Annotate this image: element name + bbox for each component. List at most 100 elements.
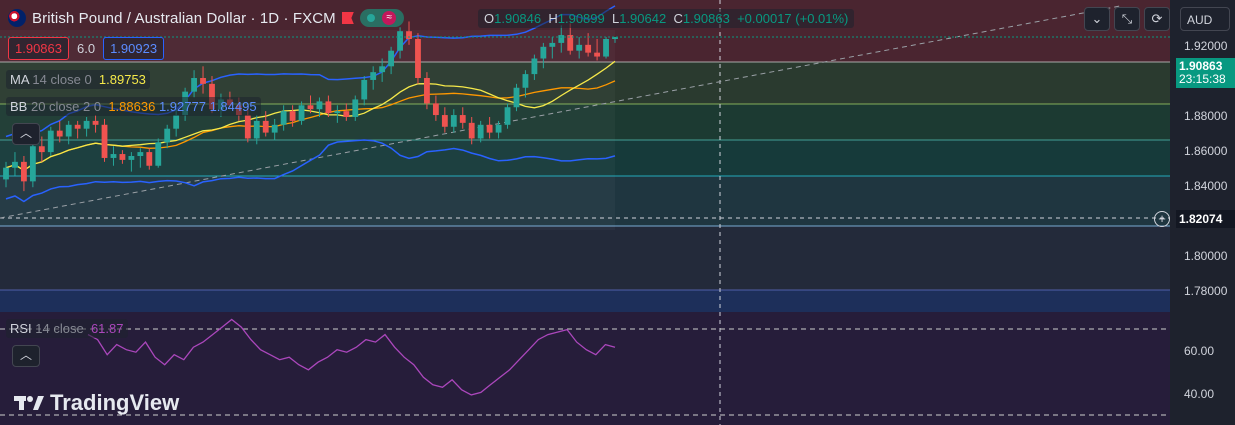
candle	[128, 156, 135, 160]
tradingview-logo[interactable]: TradingView	[14, 390, 179, 416]
candle	[334, 111, 341, 114]
candle	[477, 124, 484, 139]
flag-marker-icon[interactable]	[341, 12, 354, 24]
candle	[424, 78, 430, 104]
gbp-flag-icon	[8, 9, 26, 27]
chevron-up-icon: ︿	[19, 126, 32, 140]
low-value: 1.90642	[619, 11, 667, 26]
bar-countdown: 23:15:38	[1179, 72, 1226, 86]
candle	[325, 101, 332, 114]
candle	[65, 124, 72, 137]
candle	[110, 154, 117, 158]
currency-select[interactable]: AUD	[1180, 7, 1230, 31]
candle	[253, 120, 260, 139]
candle	[146, 152, 153, 166]
rsi-value: 61.87	[90, 321, 124, 336]
candle	[191, 78, 197, 92]
symbol-title: British Pound / Australian Dollar · 1D ·…	[32, 9, 336, 27]
collapse-legend-button[interactable]: ︿	[12, 123, 40, 145]
candle	[594, 52, 600, 57]
candle	[576, 44, 583, 51]
candle	[441, 115, 448, 127]
candle	[155, 142, 162, 166]
candle	[495, 124, 502, 133]
price-tick: 1.86000	[1184, 144, 1228, 158]
support-zone	[0, 290, 1170, 312]
candle	[540, 46, 547, 59]
high-value: 1.90899	[557, 11, 605, 26]
candle	[567, 35, 574, 51]
candle	[47, 130, 54, 153]
candle	[92, 120, 99, 125]
candle	[388, 50, 395, 67]
bb-basis-value: 1.88636	[108, 99, 156, 114]
wave-icon: ≈	[382, 11, 397, 25]
price-tick: 1.92000	[1184, 39, 1228, 53]
candle	[12, 161, 18, 168]
candle	[209, 83, 215, 110]
rsi-tick: 40.00	[1184, 387, 1215, 401]
spread-value: 6.0	[77, 41, 96, 56]
candle	[549, 42, 556, 47]
refresh-button[interactable]: ⟳	[1144, 7, 1170, 31]
chevron-down-icon: ⌄	[1091, 11, 1103, 26]
chevron-down-button[interactable]: ⌄	[1084, 7, 1110, 31]
rsi-line	[87, 318, 616, 396]
last-price-value: 1.90863	[1179, 59, 1223, 73]
trade-panel: 1.90863 6.0 1.90923	[8, 37, 165, 60]
rsi-tick: 60.00	[1184, 344, 1215, 358]
candle	[38, 146, 45, 153]
price-tick: 1.88000	[1184, 109, 1228, 123]
candle	[271, 124, 278, 133]
ma-legend[interactable]: MA 14 close 0 1.89753	[6, 70, 150, 89]
rsi-panel	[0, 312, 1170, 425]
candle	[289, 111, 296, 121]
candle	[164, 128, 171, 143]
buy-button[interactable]: 1.90923	[103, 37, 165, 60]
candle	[361, 79, 368, 100]
candle	[244, 115, 251, 139]
candle	[262, 120, 269, 133]
close-value: 1.90863	[682, 11, 730, 26]
ma-value: 1.89753	[98, 72, 146, 87]
chevron-up-icon: ︿	[19, 348, 32, 362]
sell-button[interactable]: 1.90863	[8, 37, 69, 60]
candle	[585, 44, 592, 53]
open-value: 1.90846	[494, 11, 542, 26]
candle	[379, 66, 386, 73]
collapse-icon: ⤡	[1121, 11, 1133, 26]
refresh-icon: ⟳	[1151, 11, 1163, 26]
candle	[200, 78, 206, 84]
crosshair-price-tag: 1.82074	[1176, 210, 1235, 228]
candle	[415, 39, 421, 78]
candle	[298, 105, 305, 121]
symbol-header[interactable]: British Pound / Australian Dollar · 1D ·…	[8, 8, 404, 28]
candle	[343, 111, 350, 117]
candle	[83, 120, 90, 129]
zone-band	[0, 140, 1170, 176]
candle	[486, 124, 493, 133]
candle	[137, 152, 144, 156]
rsi-legend[interactable]: RSI 14 close 61.87	[6, 319, 128, 338]
collapse-button[interactable]: ⤡	[1114, 7, 1140, 31]
candle	[406, 31, 412, 39]
candle	[522, 74, 529, 88]
candle	[531, 58, 538, 75]
candle	[280, 111, 287, 125]
market-status-pill[interactable]: ≈	[359, 9, 404, 27]
bb-lower-value: 1.84495	[209, 99, 257, 114]
candle	[101, 124, 108, 158]
candle	[468, 122, 475, 139]
plus-circle-icon[interactable]: +	[1154, 211, 1170, 227]
candle	[74, 124, 81, 129]
candle	[370, 72, 377, 80]
candle	[21, 161, 27, 182]
price-tick: 1.78000	[1184, 284, 1228, 298]
candle	[450, 115, 457, 127]
bb-legend[interactable]: BB 20 close 2 0 1.88636 1.92777 1.84495	[6, 97, 261, 116]
collapse-rsi-button[interactable]: ︿	[12, 345, 40, 367]
candle	[316, 101, 323, 110]
candle	[307, 105, 314, 110]
change-value: +0.00017 (+0.01%)	[737, 11, 849, 26]
